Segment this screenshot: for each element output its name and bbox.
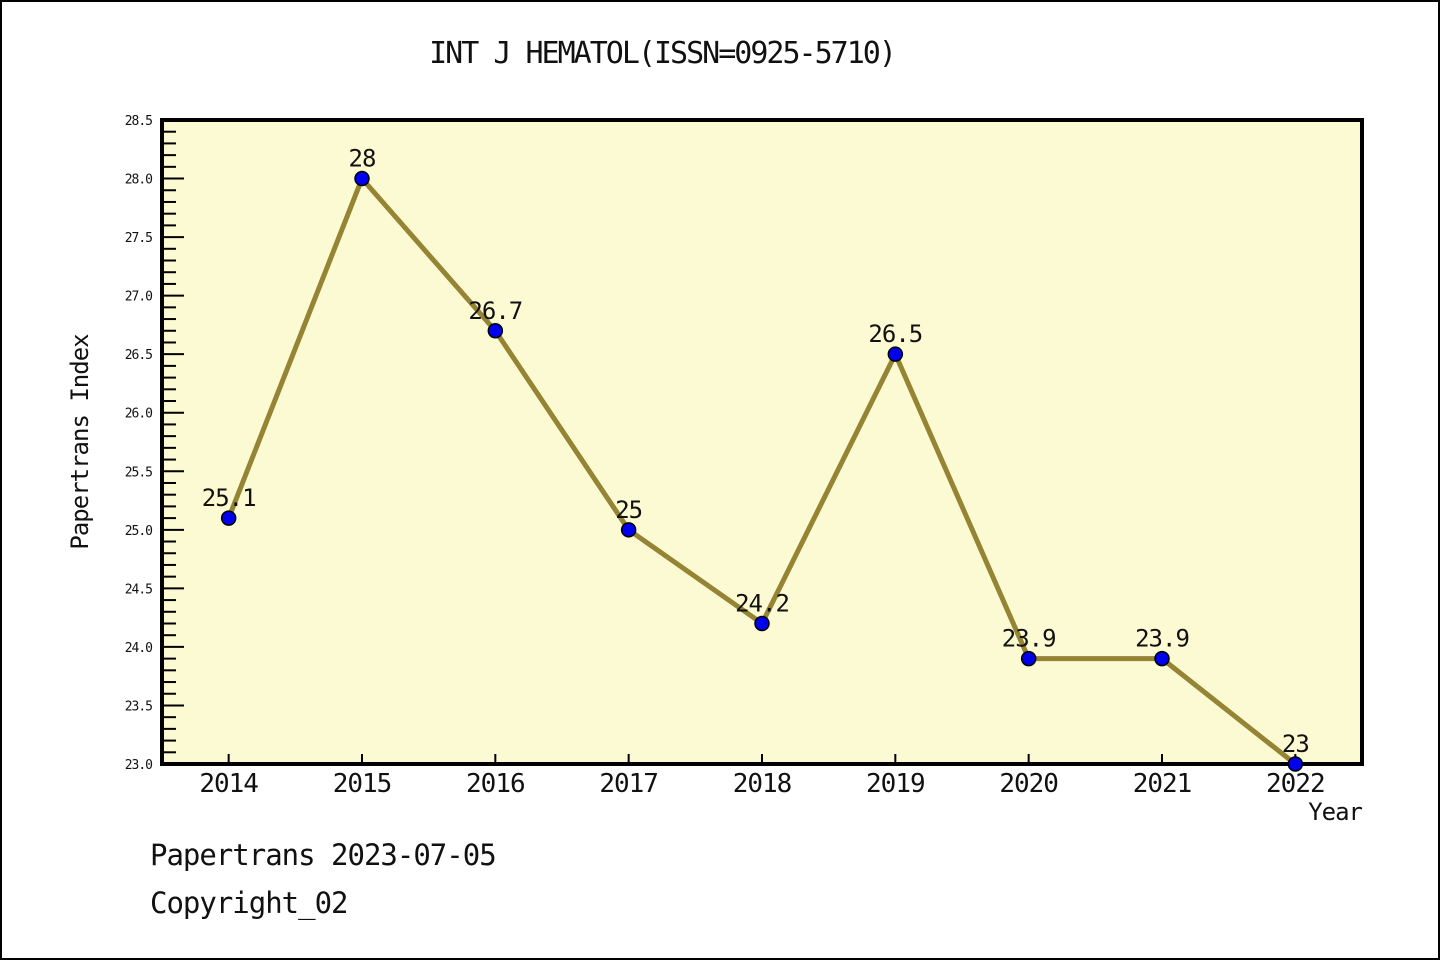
x-tick-label: 2014 (199, 769, 258, 799)
data-point-2017 (620, 522, 637, 538)
y-tick-label: 24.0 (125, 641, 152, 656)
y-tick-label: 26.0 (125, 407, 152, 422)
data-point-label-2021: 23.9 (1135, 625, 1189, 653)
y-tick-label: 23.5 (125, 699, 152, 714)
x-tick-label: 2015 (333, 769, 392, 799)
x-tick-label: 2017 (599, 769, 658, 799)
data-point-label-2016: 26.7 (468, 297, 522, 325)
data-point-label-2014: 25.1 (202, 484, 256, 512)
y-tick-label: 28.0 (125, 173, 152, 188)
y-tick-label: 26.5 (125, 348, 152, 363)
x-tick-label: 2019 (866, 769, 925, 799)
data-point-label-2019: 26.5 (868, 320, 922, 348)
data-point-2018 (754, 615, 770, 632)
data-point-2020 (1020, 650, 1037, 667)
x-tick-label: 2021 (1133, 769, 1192, 799)
data-point-2021 (1154, 650, 1170, 667)
data-point-2014 (220, 510, 237, 526)
footer-copyright: Copyright_02 (150, 886, 349, 920)
y-tick-label: 23.0 (125, 758, 152, 773)
line-chart: 23.0 23.5 24.0 24.5 25.0 25.5 26.0 26.5 27.0 27.5… (125, 114, 1364, 799)
x-tick-label: 2020 (999, 769, 1058, 799)
y-axis-label: Papertrans Index (66, 334, 94, 550)
footer-date: Papertrans 2023-07-05 (150, 838, 497, 872)
data-point-2019 (887, 346, 904, 362)
x-tick-label: 2016 (466, 769, 525, 799)
chart-title: INT J HEMATOL(ISSN=0925-5710) (429, 36, 897, 71)
data-point-label-2015: 28 (349, 145, 376, 173)
x-tick-label: 2018 (733, 769, 792, 799)
data-point-2015 (354, 170, 370, 187)
x-tick-label: 2022 (1266, 769, 1325, 799)
data-point-2016 (487, 323, 504, 339)
y-tick-label: 27.0 (125, 290, 152, 305)
x-axis-label: Year (1308, 798, 1363, 826)
data-point-label-2018: 24.2 (735, 589, 789, 617)
y-tick-label: 24.5 (125, 582, 152, 597)
y-tick-label: 25.0 (125, 524, 152, 539)
data-point-2022 (1287, 756, 1304, 772)
y-tick-label: 28.5 (125, 114, 152, 129)
y-tick-label: 25.5 (125, 465, 152, 480)
y-tick-label: 27.5 (125, 231, 152, 246)
data-point-label-2020: 23.9 (1002, 625, 1056, 653)
plot-area (160, 118, 1364, 766)
data-point-label-2022: 23 (1282, 730, 1309, 758)
data-point-label-2017: 25 (615, 496, 642, 524)
